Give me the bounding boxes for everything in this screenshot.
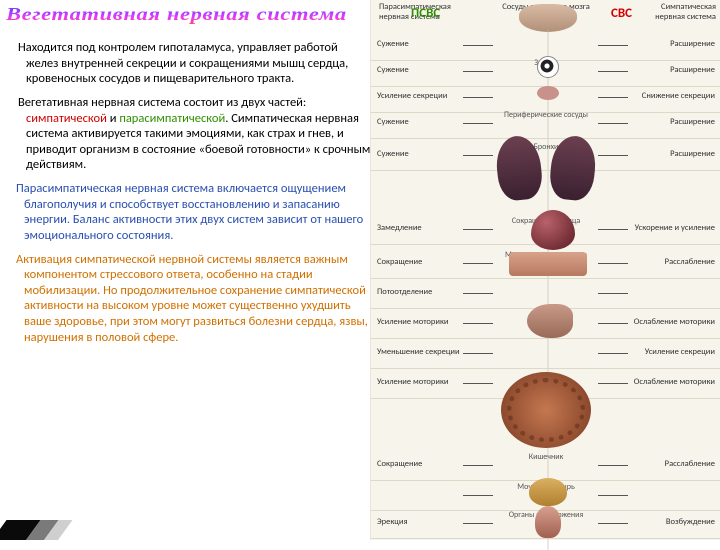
row-organ-label: Кишечник bbox=[501, 452, 591, 462]
slide-corner-decoration bbox=[0, 520, 72, 540]
eye-shape bbox=[537, 56, 559, 78]
arrow-left-icon bbox=[463, 71, 493, 72]
slide: Вегетативная нервная система Находится п… bbox=[0, 0, 720, 540]
row-left-label: Сужение bbox=[377, 149, 409, 159]
paragraph-intro: Находится под контролем гипоталамуса, уп… bbox=[10, 40, 372, 87]
skin-shape bbox=[509, 252, 587, 276]
arrow-right-icon bbox=[598, 523, 628, 524]
diagram-column: Парасимпатическая нервная система Сосуды… bbox=[370, 0, 720, 540]
paragraph-sympathetic-activation: Активация симпатической нервной системы … bbox=[10, 252, 372, 346]
arrow-left-icon bbox=[463, 523, 493, 524]
arrow-left-icon bbox=[463, 465, 493, 466]
row-right-label: Ускорение и усиление bbox=[635, 223, 715, 233]
row-right-label: Ослабление моторики bbox=[634, 317, 715, 327]
arrow-left-icon bbox=[463, 293, 493, 294]
arrow-left-icon bbox=[463, 45, 493, 46]
intestine-shape bbox=[501, 372, 591, 448]
arrow-left-icon bbox=[463, 155, 493, 156]
badge-svs: СВС bbox=[611, 6, 632, 21]
row-right-label: Усиление секреции bbox=[645, 347, 715, 357]
row-right-label: Возбуждение bbox=[666, 517, 715, 527]
arrow-right-icon bbox=[598, 97, 628, 98]
lung-right bbox=[548, 134, 598, 202]
lungs-shape bbox=[491, 136, 601, 206]
gland-shape bbox=[537, 86, 559, 100]
row-left-label: Замедление bbox=[377, 223, 422, 233]
badge-psvs: ПСВС bbox=[411, 6, 440, 21]
arrow-left-icon bbox=[463, 229, 493, 230]
row-left-label: Усиление моторики bbox=[377, 317, 449, 327]
row-left-label: Уменьшение секреции bbox=[377, 347, 460, 357]
arrow-right-icon bbox=[598, 155, 628, 156]
row-right-label: Ослабление моторики bbox=[634, 377, 715, 387]
diagram-row: Сужение Расширение Периферические сосуды bbox=[371, 108, 720, 139]
row-left-label: Потоотделение bbox=[377, 287, 432, 297]
arrow-right-icon bbox=[598, 71, 628, 72]
heart-shape bbox=[531, 210, 575, 250]
row-left-label: Усиление моторики bbox=[377, 377, 449, 387]
paragraph-parasympathetic: Парасимпатическая нервная система включа… bbox=[10, 181, 372, 244]
arrow-right-icon bbox=[598, 293, 628, 294]
diagram-row: Уменьшение секреции Усиление секреции bbox=[371, 338, 720, 369]
row-right-label: Расслабление bbox=[665, 257, 715, 267]
row-right-label: Снижение секреции bbox=[642, 91, 715, 101]
arrow-right-icon bbox=[598, 123, 628, 124]
arrow-left-icon bbox=[463, 123, 493, 124]
arrow-left-icon bbox=[463, 323, 493, 324]
arrow-right-icon bbox=[598, 383, 628, 384]
row-right-label: Расширение bbox=[670, 39, 715, 49]
row-right-label: Расслабление bbox=[665, 459, 715, 469]
row-organ-label: Периферические сосуды bbox=[501, 110, 591, 120]
arrow-left-icon bbox=[463, 495, 493, 496]
parasympathetic-word: парасимпатической bbox=[119, 111, 225, 126]
text-column: Находится под контролем гипоталамуса, уп… bbox=[0, 0, 380, 540]
slide-title: Вегетативная нервная система bbox=[6, 4, 347, 25]
arrow-left-icon bbox=[463, 263, 493, 264]
row-left-label: Сокращение bbox=[377, 257, 422, 267]
arrow-left-icon bbox=[463, 353, 493, 354]
row-left-label: Эрекция bbox=[377, 517, 408, 527]
autonomic-diagram: Парасимпатическая нервная система Сосуды… bbox=[371, 0, 720, 540]
row-left-label: Усиление секреции bbox=[377, 91, 447, 101]
sympathetic-word: симпатической bbox=[26, 111, 107, 126]
arrow-right-icon bbox=[598, 263, 628, 264]
row-right-label: Расширение bbox=[670, 65, 715, 75]
arrow-right-icon bbox=[598, 229, 628, 230]
arrow-right-icon bbox=[598, 495, 628, 496]
p2-and: и bbox=[107, 111, 119, 126]
row-left-label: Сужение bbox=[377, 65, 409, 75]
row-left-label: Сокращение bbox=[377, 459, 422, 469]
heading-sympathetic: Симпатическая нервная система bbox=[646, 2, 716, 22]
arrow-right-icon bbox=[598, 353, 628, 354]
arrow-right-icon bbox=[598, 323, 628, 324]
row-right-label: Расширение bbox=[670, 117, 715, 127]
paragraph-composition: Вегетативная нервная система состоит из … bbox=[10, 95, 372, 173]
genital-shape bbox=[535, 506, 561, 538]
arrow-right-icon bbox=[598, 465, 628, 466]
p2-a: Вегетативная нервная система состоит из … bbox=[18, 95, 306, 110]
diagram-row: Сокращение Расслабление Кишечник bbox=[371, 450, 720, 481]
row-right-label: Расширение bbox=[670, 149, 715, 159]
arrow-right-icon bbox=[598, 45, 628, 46]
arrow-left-icon bbox=[463, 383, 493, 384]
arrow-left-icon bbox=[463, 97, 493, 98]
brain-shape bbox=[519, 4, 577, 32]
row-left-label: Сужение bbox=[377, 39, 409, 49]
row-left-label: Сужение bbox=[377, 117, 409, 127]
stomach-shape bbox=[527, 304, 573, 338]
bladder-shape bbox=[529, 478, 567, 506]
lung-left bbox=[494, 134, 544, 202]
